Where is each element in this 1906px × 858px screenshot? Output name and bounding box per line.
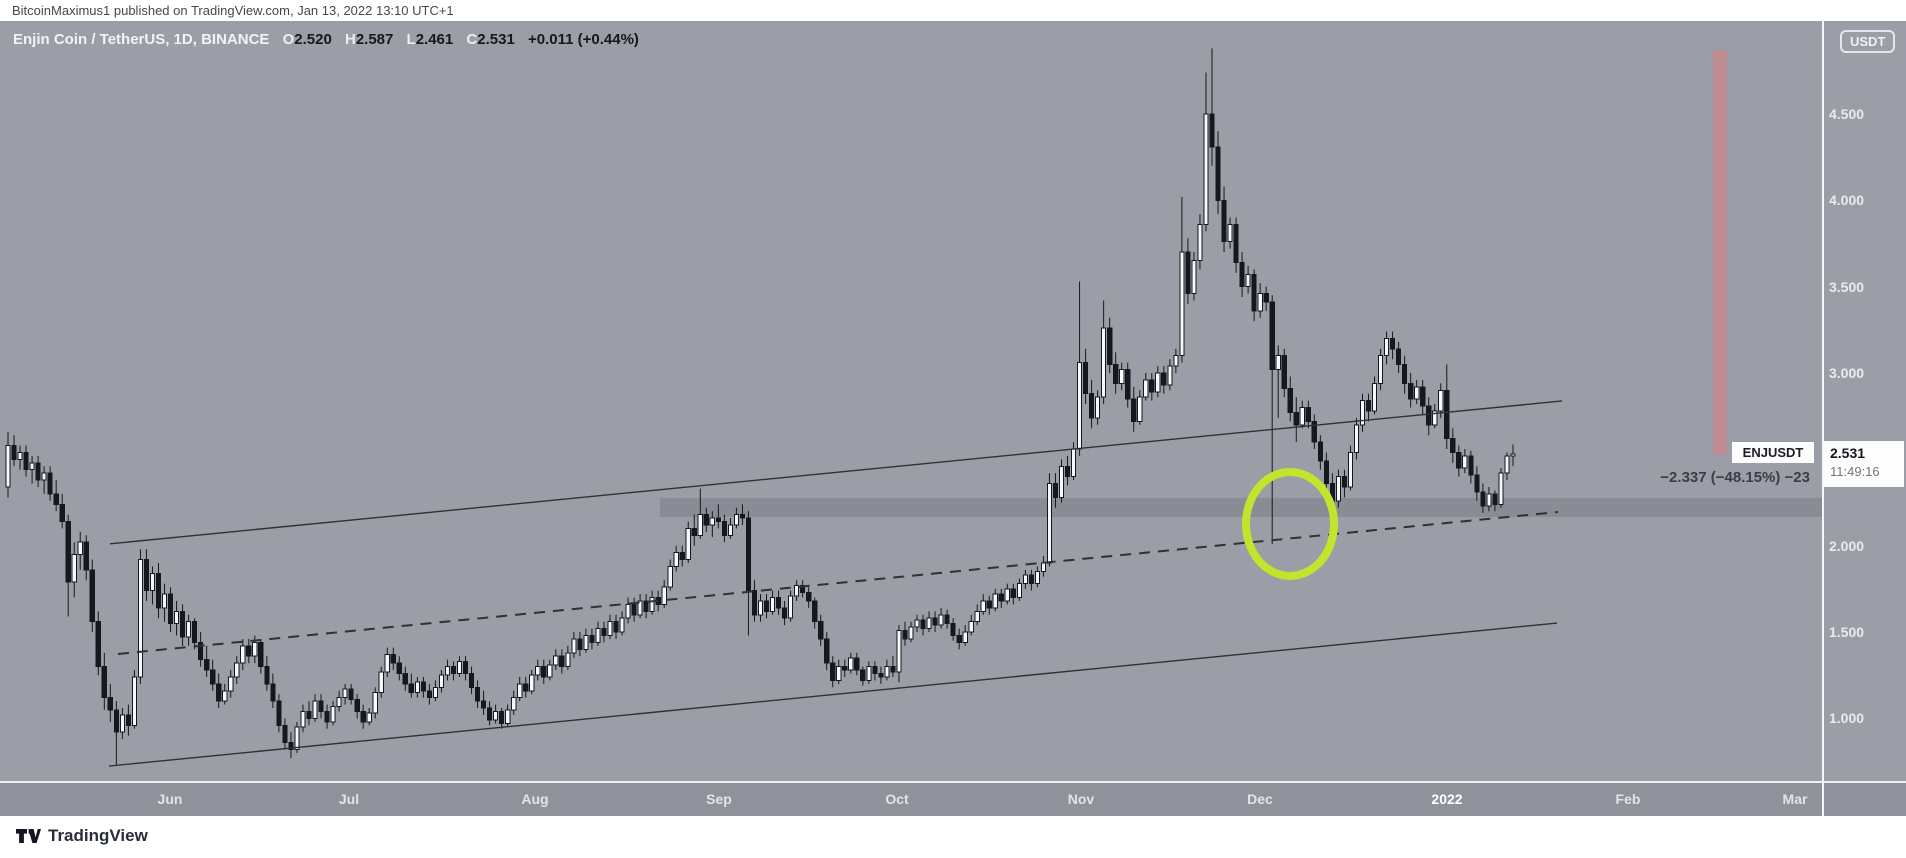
symbol-tag-label: ENJUSDT (1732, 442, 1814, 463)
price-tick-label: 2.000 (1829, 537, 1865, 554)
price-tick-label: 3.000 (1829, 365, 1865, 381)
measurement-text: −2.337 (−48.15%) −23 (1660, 469, 1810, 486)
change-value: +0.011 (+0.44%) (527, 31, 639, 48)
attribution-bar: BitcoinMaximus1 published on TradingView… (0, 0, 1906, 21)
price-tick-label: 4.000 (1829, 192, 1865, 209)
time-tick-label: Mar (1782, 791, 1808, 807)
price-tick-label: 1.500 (1829, 624, 1865, 641)
time-tick-label: Sep (706, 791, 732, 807)
symbol-title: Enjin Coin / TetherUS, 1D, BINANCE (13, 31, 270, 48)
currency-badge[interactable]: USDT (1840, 30, 1896, 53)
price-tick-label: 3.500 (1829, 278, 1865, 295)
close-letter: C (466, 31, 478, 48)
high-letter: H (344, 31, 356, 48)
attribution-text: BitcoinMaximus1 published on TradingView… (12, 3, 454, 18)
price-axis-separator (1822, 21, 1824, 816)
low-letter: L (406, 31, 416, 48)
time-tick-label: Jun (157, 791, 183, 807)
close-value: 2.531 (477, 31, 515, 48)
candle-countdown: 11:49:16 (1830, 464, 1880, 479)
time-tick-label: Aug (521, 791, 549, 807)
low-value: 2.461 (415, 31, 454, 48)
time-tick-label: Jul (338, 791, 360, 807)
footer: TradingView (0, 816, 1906, 858)
price-tick-label: 4.500 (1829, 105, 1865, 122)
time-tick-label: Feb (1615, 791, 1641, 807)
time-axis[interactable] (0, 783, 1906, 816)
time-tick-label: 2022 (1431, 791, 1463, 807)
symbol-header[interactable]: Enjin Coin / TetherUS, 1D, BINANCE O2.52… (13, 31, 639, 48)
current-price: 2.531 (1830, 445, 1866, 461)
tradingview-brand-text: TradingView (48, 826, 148, 845)
open-value: 2.520 (294, 31, 332, 48)
time-tick-label: Nov (1067, 791, 1095, 807)
time-axis-separator (0, 781, 1906, 783)
chart-pane[interactable] (0, 21, 1822, 781)
high-value: 2.587 (355, 31, 394, 48)
current-price-box: 2.531 11:49:16 (1824, 441, 1904, 487)
time-tick-label: Dec (1247, 791, 1273, 807)
tradingview-brand[interactable]: TradingView (16, 826, 148, 846)
tradingview-logo-icon (16, 829, 41, 843)
open-letter: O (282, 31, 295, 48)
time-tick-label: Oct (885, 791, 909, 807)
price-tick-label: 1.000 (1829, 710, 1865, 727)
